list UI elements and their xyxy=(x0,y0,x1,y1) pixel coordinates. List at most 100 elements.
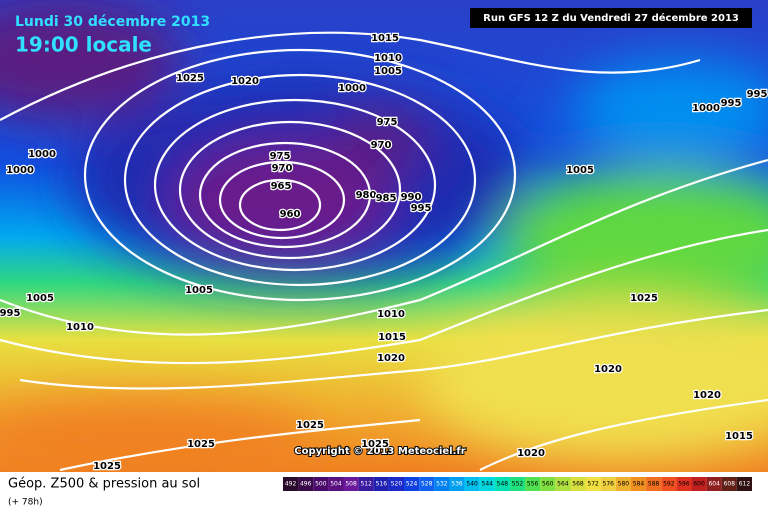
legend-label: 504 xyxy=(330,481,342,488)
legend-swatch xyxy=(736,477,752,491)
legend-label: 492 xyxy=(285,481,297,488)
isobar-label: 995 xyxy=(0,308,20,319)
legend-swatch xyxy=(358,477,374,491)
legend: 492 496 500 504 508 512 516 520 524 528 532 536 540 5… xyxy=(283,477,752,491)
isobar-label: 1010 xyxy=(66,322,94,333)
isobar-label: 1005 xyxy=(185,285,213,296)
legend-label: 560 xyxy=(542,481,554,488)
isobar-label: 1015 xyxy=(725,431,753,442)
isobar-label: 1020 xyxy=(517,448,545,459)
legend-swatch xyxy=(570,477,586,491)
legend-swatch xyxy=(540,477,556,491)
legend-label: 548 xyxy=(497,481,509,488)
isobar-label: 975 xyxy=(377,117,398,128)
isobar-label: 1015 xyxy=(371,33,399,44)
legend-label: 532 xyxy=(436,481,448,488)
isobar-label: 1000 xyxy=(692,103,720,114)
isobar-label: 1025 xyxy=(93,461,121,472)
isobar-label: 995 xyxy=(747,89,768,100)
isobar-label: 975 xyxy=(270,151,291,162)
legend-label: 592 xyxy=(663,481,675,488)
legend-swatch xyxy=(525,477,541,491)
legend-swatch xyxy=(464,477,480,491)
legend-swatch xyxy=(404,477,420,491)
legend-swatch xyxy=(646,477,662,491)
isobars xyxy=(0,31,768,472)
legend-swatch xyxy=(630,477,647,491)
legend-swatch xyxy=(600,477,616,491)
legend-label: 564 xyxy=(557,481,569,488)
legend-label: 544 xyxy=(482,481,494,488)
legend-label: 584 xyxy=(633,481,645,488)
isobar-label: 1010 xyxy=(374,53,402,64)
legend-label: 588 xyxy=(648,481,660,488)
legend-swatch xyxy=(706,477,722,491)
field xyxy=(0,0,768,480)
legend-swatch xyxy=(585,477,601,491)
isobar-label: 1020 xyxy=(231,76,259,87)
legend-swatch xyxy=(721,477,737,491)
legend-swatch xyxy=(388,477,405,491)
run-box xyxy=(470,8,752,28)
isobar-label: 1015 xyxy=(378,332,406,343)
legend-label: 540 xyxy=(466,481,478,488)
legend-swatch xyxy=(494,477,510,491)
legend-label: 500 xyxy=(315,481,327,488)
isobar-label: 985 xyxy=(376,193,397,204)
isobar-label: 1000 xyxy=(28,149,56,160)
isobar-label: 1000 xyxy=(6,165,34,176)
legend-label: 528 xyxy=(421,481,433,488)
isobar-label: 1025 xyxy=(296,420,324,431)
legend-swatch xyxy=(373,477,389,491)
isobar-label: 1005 xyxy=(566,165,594,176)
legend-label: 508 xyxy=(345,481,357,488)
isobar-label: 1005 xyxy=(374,66,402,77)
legend-swatch xyxy=(328,477,344,491)
legend-swatch xyxy=(434,477,450,491)
legend-label: 536 xyxy=(451,481,463,488)
isobar-label: 1010 xyxy=(377,309,405,320)
legend-swatch xyxy=(419,477,435,491)
isobar-label: 995 xyxy=(721,98,742,109)
legend-label: 576 xyxy=(603,481,615,488)
legend-swatch xyxy=(509,477,526,491)
legend-swatch xyxy=(479,477,495,491)
legend-label: 568 xyxy=(572,481,584,488)
isobar-label: 1025 xyxy=(361,439,389,450)
legend-label: 512 xyxy=(360,481,372,488)
isobar-label: 990 xyxy=(401,192,422,203)
isobar-label: 1020 xyxy=(693,390,721,401)
copyright: Copyright © 2013 Meteociel.fr xyxy=(294,446,465,457)
isobar-label: 1020 xyxy=(377,353,405,364)
isobar-label: 970 xyxy=(272,163,293,174)
isobar-label: 995 xyxy=(411,203,432,214)
legend-label: 520 xyxy=(391,481,403,488)
legend-label: 596 xyxy=(678,481,690,488)
legend-swatch xyxy=(661,477,677,491)
legend-label: 516 xyxy=(376,481,388,488)
legend-label: 612 xyxy=(739,481,751,488)
legend-label: 572 xyxy=(587,481,599,488)
isobar-label: 965 xyxy=(271,181,292,192)
legend-swatch xyxy=(343,477,359,491)
isobar-label: 980 xyxy=(356,190,377,201)
legend-swatch xyxy=(676,477,692,491)
isobar-label: 1020 xyxy=(594,364,622,375)
legend-label: 524 xyxy=(406,481,418,488)
legend-swatch xyxy=(283,477,299,491)
date: Lundi 30 décembre 2013 xyxy=(15,14,210,30)
legend-swatch xyxy=(313,477,329,491)
legend-label: 608 xyxy=(724,481,736,488)
legend-label: 580 xyxy=(618,481,630,488)
legend-label: 604 xyxy=(708,481,720,488)
legend-swatch xyxy=(555,477,571,491)
time: 19:00 locale xyxy=(15,33,152,57)
legend-swatch xyxy=(449,477,465,491)
isobar-label: 970 xyxy=(371,140,392,151)
legend-swatch xyxy=(691,477,707,491)
legend-swatch xyxy=(298,477,314,491)
isobar-label: 1025 xyxy=(187,439,215,450)
isobar-label: 1025 xyxy=(176,73,204,84)
footer-title: Géop. Z500 & pression au sol xyxy=(8,477,200,492)
